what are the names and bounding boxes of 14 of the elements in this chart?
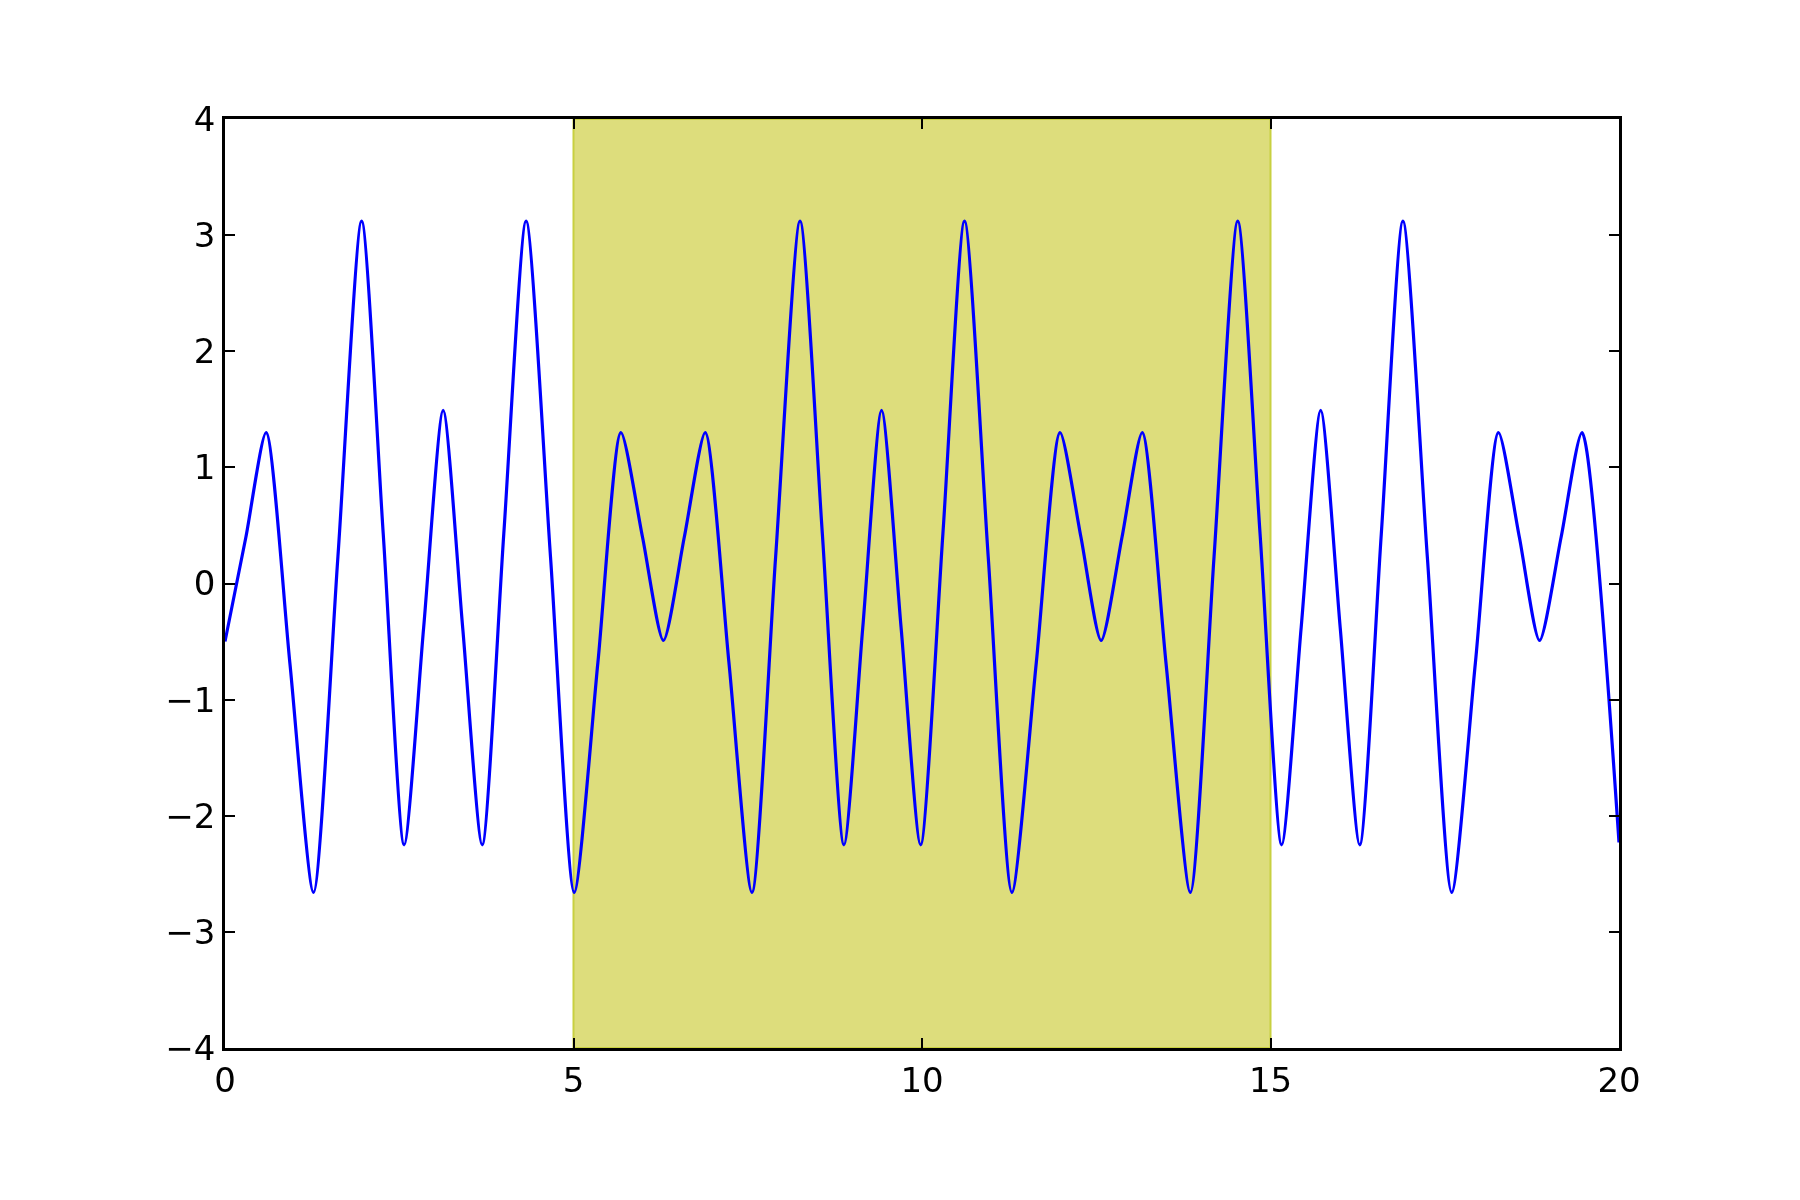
line-series	[225, 219, 1619, 894]
y-tick-label: −4	[165, 1027, 216, 1068]
y-tick-label: 1	[193, 447, 216, 488]
y-tick-label: 3	[193, 215, 216, 256]
y-tick-label: −2	[165, 795, 216, 836]
y-tick-label: 0	[193, 563, 216, 604]
x-tick-label: 15	[1248, 1059, 1293, 1100]
y-tick-label: −3	[165, 911, 216, 952]
x-tick-label: 10	[900, 1059, 944, 1100]
x-tick-label: 5	[562, 1059, 585, 1100]
y-tick-label: −1	[165, 679, 216, 720]
y-tick-label: 4	[193, 98, 216, 139]
x-tick-label: 20	[1597, 1059, 1641, 1100]
y-tick-label: 2	[193, 331, 216, 372]
